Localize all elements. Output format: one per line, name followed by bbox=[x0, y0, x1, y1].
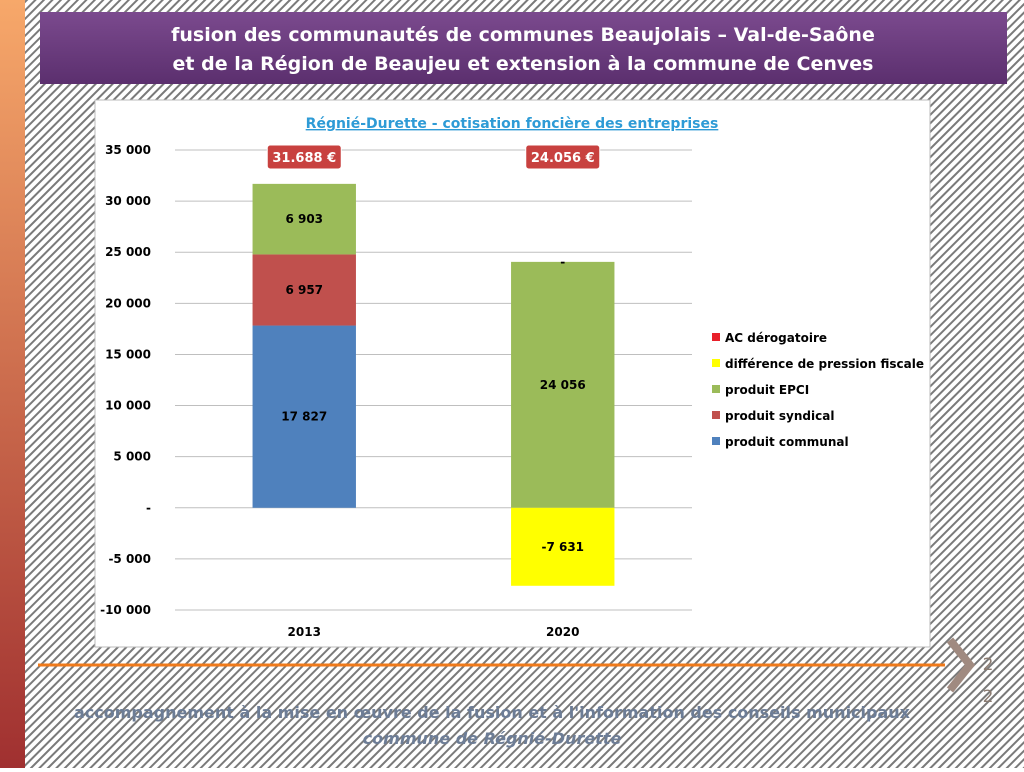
footer-text: accompagnement à la mise en œuvre de la … bbox=[74, 703, 911, 722]
y-tick-label: -10 000 bbox=[100, 603, 151, 617]
x-tick-label: 2013 bbox=[288, 625, 321, 639]
legend-swatch bbox=[712, 385, 720, 393]
footer-text: commune de Régnié-Durette bbox=[363, 729, 622, 748]
data-label: - bbox=[560, 255, 565, 269]
header-title: fusion des communautés de communes Beauj… bbox=[171, 24, 875, 46]
data-label: 6 957 bbox=[285, 283, 323, 297]
side-strip bbox=[0, 0, 25, 768]
data-label: 17 827 bbox=[281, 410, 327, 424]
legend-swatch bbox=[712, 411, 720, 419]
total-box bbox=[525, 144, 601, 170]
x-tick-label: 2020 bbox=[546, 625, 579, 639]
legend-label: AC dérogatoire bbox=[725, 331, 827, 345]
header-title: et de la Région de Beaujeu et extension … bbox=[173, 53, 874, 75]
bar-segment bbox=[511, 261, 615, 508]
total-box bbox=[266, 144, 342, 170]
chevron bbox=[946, 637, 976, 693]
y-tick-label: 30 000 bbox=[105, 194, 151, 208]
y-tick-label: 25 000 bbox=[105, 245, 151, 259]
legend-label: produit communal bbox=[725, 435, 849, 449]
y-tick-label: 20 000 bbox=[105, 296, 151, 310]
legend-label: différence de pression fiscale bbox=[725, 357, 924, 371]
y-tick-label: 10 000 bbox=[105, 399, 151, 413]
data-label: 24 056 bbox=[540, 378, 586, 392]
legend-swatch bbox=[712, 359, 720, 367]
legend-label: produit EPCI bbox=[725, 383, 809, 397]
page-number: 2 bbox=[983, 655, 994, 675]
data-label: -7 631 bbox=[541, 540, 584, 554]
total-annotation: 31.688 € bbox=[272, 151, 336, 166]
header-box bbox=[40, 12, 1007, 84]
bar-segment bbox=[252, 254, 356, 326]
y-tick-label: 35 000 bbox=[105, 143, 151, 157]
legend-swatch bbox=[712, 437, 720, 445]
bar-segment bbox=[511, 507, 615, 586]
legend-swatch bbox=[712, 333, 720, 341]
y-tick-label: 5 000 bbox=[113, 450, 151, 464]
y-tick-label: 15 000 bbox=[105, 347, 151, 361]
bar-segment bbox=[252, 183, 356, 255]
bar-segment bbox=[252, 325, 356, 508]
y-tick-label: -5 000 bbox=[108, 552, 151, 566]
data-label: 6 903 bbox=[285, 212, 323, 226]
y-tick-label: - bbox=[146, 501, 151, 515]
chart-title: Régnié-Durette - cotisation foncière des… bbox=[306, 116, 719, 132]
legend-label: produit syndical bbox=[725, 409, 834, 423]
total-annotation: 24.056 € bbox=[531, 151, 595, 166]
page-number: 2 bbox=[983, 687, 994, 707]
